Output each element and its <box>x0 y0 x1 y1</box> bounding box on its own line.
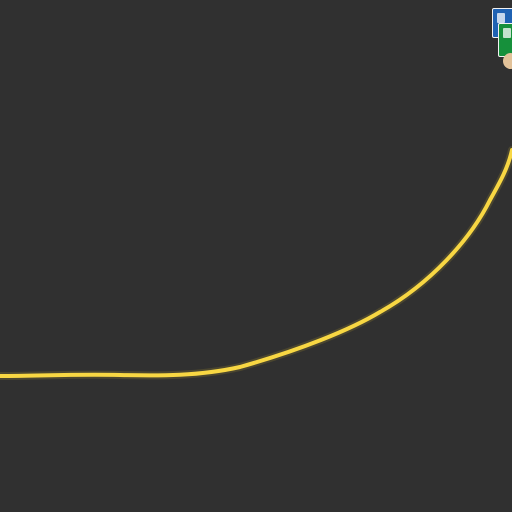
tan-round-marker[interactable] <box>503 53 512 69</box>
route-line-glow <box>0 146 512 380</box>
green-square-marker[interactable] <box>498 23 512 57</box>
sign-icon <box>497 13 505 23</box>
route-line[interactable] <box>0 148 512 378</box>
sign-icon <box>503 28 511 38</box>
